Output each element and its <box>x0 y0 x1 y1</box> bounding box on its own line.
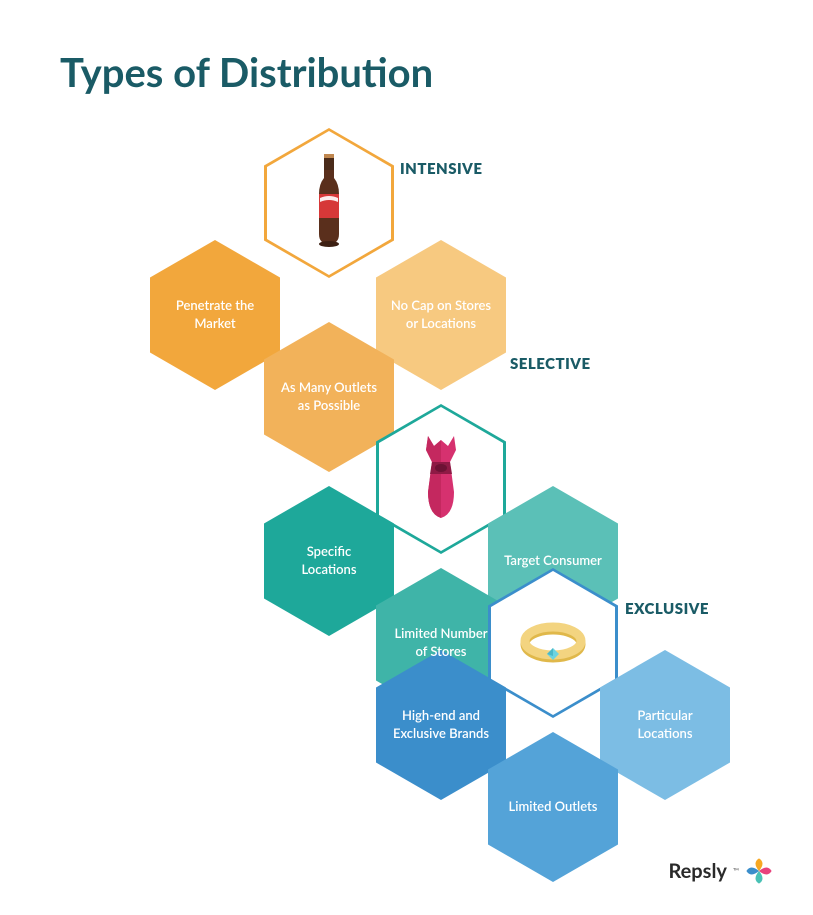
hex-label: Limited Number of Stores <box>376 625 506 660</box>
hex-label: Specific Locations <box>264 543 394 578</box>
hex-exclusive-1: Particular Locations <box>600 650 730 800</box>
page-title: Types of Distribution <box>60 48 433 96</box>
hex-label: Target Consumer <box>490 552 616 570</box>
hex-label: As Many Outlets as Possible <box>264 379 394 414</box>
hex-intensive-2: As Many Outlets as Possible <box>264 322 394 472</box>
section-label-selective: SELECTIVE <box>510 355 591 373</box>
section-label-exclusive: EXCLUSIVE <box>625 600 709 618</box>
hex-label: Limited Outlets <box>495 798 612 816</box>
hex-label: Penetrate the Market <box>150 297 280 332</box>
brand-logo-icon <box>745 857 773 885</box>
hex-label: Particular Locations <box>600 707 730 742</box>
hex-intensive-0: Penetrate the Market <box>150 240 280 390</box>
icon-hex-selective <box>376 404 506 554</box>
hex-label: High-end and Exclusive Brands <box>376 707 506 742</box>
brand-logo: Repsly ™ <box>668 857 773 885</box>
hex-exclusive-2: Limited Outlets <box>488 732 618 882</box>
dress-icon <box>406 432 476 526</box>
icon-hex-exclusive <box>488 568 618 718</box>
trademark-symbol: ™ <box>733 866 739 876</box>
brand-logo-text: Repsly <box>668 859 727 883</box>
hex-exclusive-0: High-end and Exclusive Brands <box>376 650 506 800</box>
icon-hex-intensive <box>264 128 394 278</box>
ring-icon <box>520 618 586 668</box>
hex-label: No Cap on Stores or Locations <box>376 297 506 332</box>
bottle-icon <box>309 154 349 253</box>
section-label-intensive: INTENSIVE <box>400 160 482 178</box>
hex-intensive-1: No Cap on Stores or Locations <box>376 240 506 390</box>
hex-selective-0: Specific Locations <box>264 486 394 636</box>
